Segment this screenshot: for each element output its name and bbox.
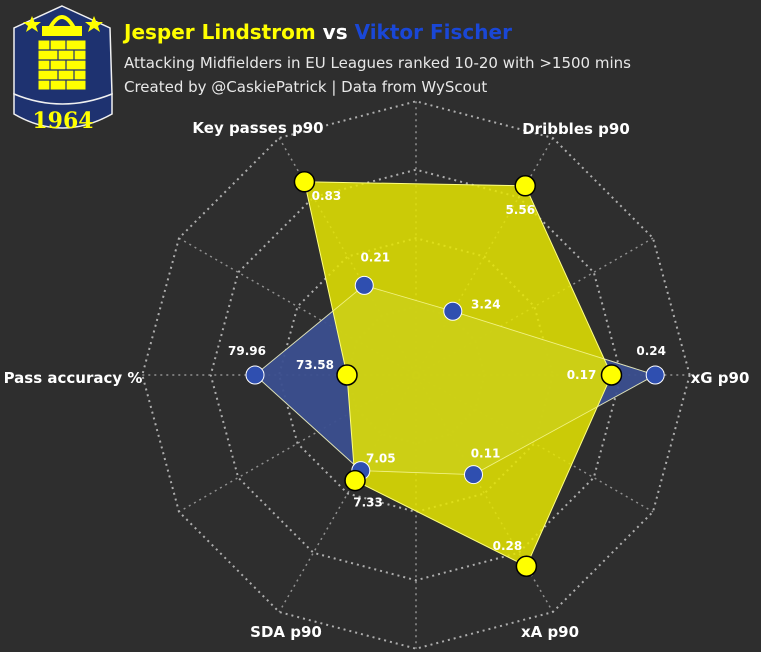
data-point-lindstrom-2: [514, 175, 536, 197]
value-label-fischer-1: 0.21: [360, 250, 390, 264]
player1-name: Jesper Lindstrom: [124, 20, 316, 44]
value-label-fischer-5: 7.05: [366, 452, 396, 466]
value-label-lindstrom-4: 0.28: [493, 539, 523, 553]
star-icon-right: [85, 16, 103, 32]
data-point-fischer-6: [245, 365, 265, 385]
data-point-lindstrom-6: [336, 364, 358, 386]
star-icon-left: [23, 16, 41, 32]
value-label-lindstrom-5: 7.33: [353, 496, 383, 510]
data-point-fischer-4: [464, 465, 483, 485]
vs-text: vs: [322, 20, 348, 44]
value-label-fischer-4: 0.11: [471, 447, 501, 461]
data-point-lindstrom-1: [293, 171, 316, 193]
data-point-fischer-1: [354, 275, 374, 295]
club-crest-logo: 1964: [13, 5, 113, 134]
value-label-lindstrom-2: 5.56: [505, 203, 535, 217]
value-label-fischer-2: 3.24: [471, 297, 501, 311]
grid-spoke-2: [178, 237, 654, 513]
chart-credit: Created by @CaskiePatrick | Data from Wy…: [124, 78, 488, 96]
axis-label-4: xA p90: [521, 623, 579, 641]
axis-label-6: Pass accuracy %: [4, 369, 143, 387]
axis-label-5: SDA p90: [250, 623, 322, 641]
data-point-lindstrom-5: [344, 469, 366, 492]
axis-label-1: Key passes p90: [192, 119, 323, 137]
value-label-lindstrom-1: 0.83: [312, 189, 342, 203]
value-label-fischer-6: 79.96: [228, 344, 266, 358]
chart-subtitle: Attacking Midfielders in EU Leagues rank…: [124, 54, 631, 72]
data-point-fischer-3: [645, 365, 665, 385]
value-label-fischer-3: 0.24: [636, 344, 666, 358]
chart-title: Jesper Lindstrom vs Viktor Fischer: [124, 20, 512, 44]
value-label-lindstrom-3: 0.17: [567, 368, 597, 382]
player2-name: Viktor Fischer: [354, 20, 512, 44]
data-point-lindstrom-4: [515, 555, 538, 577]
data-point-lindstrom-3: [600, 364, 623, 386]
data-point-fischer-2: [443, 301, 463, 321]
logo-year: 1964: [32, 108, 93, 134]
axis-label-3: xG p90: [691, 369, 750, 387]
value-label-lindstrom-6: 73.58: [296, 358, 334, 372]
grid-spoke-6: [178, 237, 654, 513]
axis-label-2: Dribbles p90: [522, 120, 630, 138]
